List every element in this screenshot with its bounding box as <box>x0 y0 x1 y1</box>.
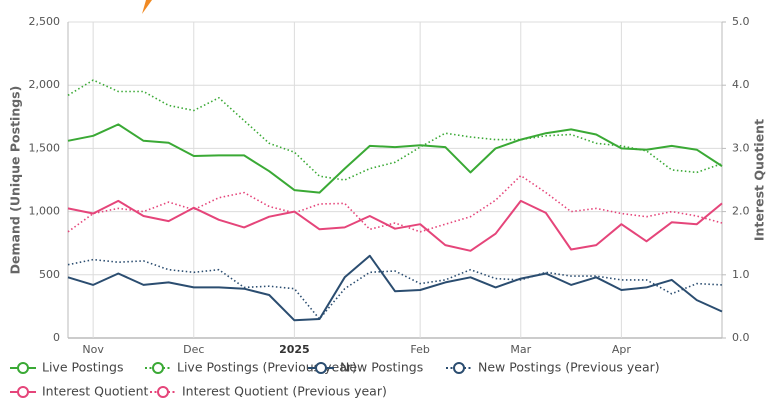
y-tick-label: 1,500 <box>29 141 61 154</box>
series-line <box>67 258 723 320</box>
legend-marker <box>17 386 29 398</box>
x-tick-label: Mar <box>510 343 531 356</box>
legend-marker <box>453 362 465 374</box>
y-tick-label: 2,000 <box>29 78 61 91</box>
legend-marker <box>152 362 164 374</box>
legend-label: Live Postings (Previous year) <box>177 360 357 375</box>
y2-tick-label: 2.0 <box>732 205 750 218</box>
y2-axis-title: Interest Quotient <box>752 119 767 241</box>
y2-tick-label: 5.0 <box>732 15 750 28</box>
decoration <box>142 0 152 14</box>
x-tick-label: 2025 <box>279 343 310 356</box>
y-tick-label: 0 <box>53 331 60 344</box>
y-axis-title: Demand (Unique Postings) <box>8 86 23 275</box>
y2-tick-label: 3.0 <box>732 141 750 154</box>
x-tick-label: Apr <box>612 343 632 356</box>
x-tick-label: Nov <box>82 343 104 356</box>
x-tick-label: Dec <box>183 343 204 356</box>
legend-label: New Postings <box>340 360 423 375</box>
legend-label: Live Postings <box>42 360 124 375</box>
legend-label: Interest Quotient <box>42 384 149 399</box>
y2-tick-label: 4.0 <box>732 78 750 91</box>
legend-marker <box>17 362 29 374</box>
y-tick-label: 500 <box>39 268 60 281</box>
legend-marker <box>157 386 169 398</box>
x-tick-label: Feb <box>410 343 429 356</box>
y2-tick-label: 0.0 <box>732 331 750 344</box>
legend-label: New Postings (Previous year) <box>478 360 660 375</box>
y2-tick-label: 1.0 <box>732 268 750 281</box>
series-line <box>67 79 723 181</box>
series-line <box>67 199 723 252</box>
series-line <box>67 123 723 194</box>
series-line <box>67 174 723 233</box>
y-tick-label: 2,500 <box>29 15 61 28</box>
y-tick-label: 1,000 <box>29 205 61 218</box>
legend-marker <box>315 362 327 374</box>
legend-label: Interest Quotient (Previous year) <box>182 384 387 399</box>
series-line <box>67 254 723 322</box>
